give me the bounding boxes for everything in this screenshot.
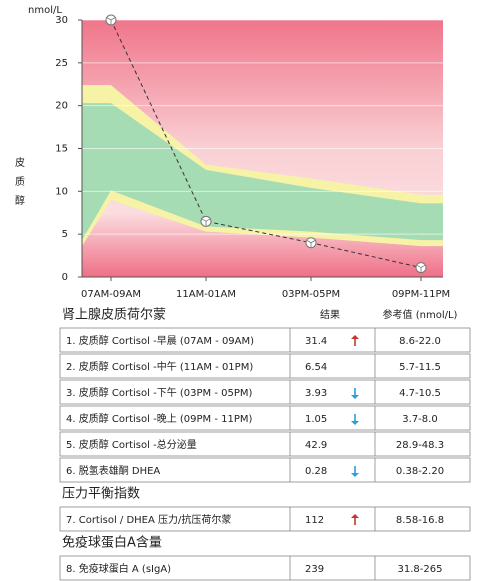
y-tick-label: 20 bbox=[55, 101, 68, 112]
test-result: 42.9 bbox=[305, 440, 327, 451]
test-result: 3.93 bbox=[305, 388, 327, 399]
unit: nmol/L bbox=[28, 5, 62, 16]
reference-range: 5.7-11.5 bbox=[399, 362, 441, 373]
point-glyph bbox=[110, 17, 116, 21]
y-axis-label: 皮质醇 bbox=[15, 156, 25, 207]
point-glyph bbox=[420, 264, 426, 268]
x-tick-label: 11AM-01AM bbox=[176, 289, 236, 300]
test-name: 2. 皮质醇 Cortisol -中午 (11AM - 01PM) bbox=[66, 360, 253, 373]
reference-range: 0.38-2.20 bbox=[396, 466, 444, 477]
reference-band bbox=[82, 103, 443, 241]
test-name: 1. 皮质醇 Cortisol -早晨 (07AM - 09AM) bbox=[66, 334, 254, 347]
point-glyph bbox=[310, 239, 316, 244]
test-name: 5. 皮质醇 Cortisol -总分泌量 bbox=[66, 438, 197, 451]
y-tick-label: 0 bbox=[62, 272, 68, 283]
y-tick-label: 15 bbox=[55, 144, 68, 155]
point-glyph bbox=[416, 264, 422, 268]
status-arrow-head bbox=[351, 395, 359, 399]
section-title: 免疫球蛋白A含量 bbox=[62, 535, 162, 551]
reference-range: 28.9-48.3 bbox=[396, 440, 444, 451]
y-tick-label: 25 bbox=[55, 58, 68, 69]
test-name: 4. 皮质醇 Cortisol -晚上 (09PM - 11PM) bbox=[66, 412, 253, 425]
test-name: 8. 免疫球蛋白 A (sIgA) bbox=[66, 562, 171, 575]
status-arrow-head bbox=[351, 335, 359, 339]
test-name: 3. 皮质醇 Cortisol -下午 (03PM - 05PM) bbox=[66, 386, 253, 399]
reference-range: 3.7-8.0 bbox=[402, 414, 437, 425]
reference-range: 8.58-16.8 bbox=[396, 515, 444, 526]
x-tick-label: 03PM-05PM bbox=[282, 289, 340, 300]
table-row bbox=[59, 353, 471, 379]
x-tick-label: 07AM-09AM bbox=[81, 289, 141, 300]
cortisol-line bbox=[110, 19, 422, 269]
test-result: 112 bbox=[305, 515, 324, 526]
table-row bbox=[59, 379, 471, 405]
table-row bbox=[59, 405, 471, 431]
status-arrow-head bbox=[351, 514, 359, 518]
column-header: 参考值 (nmol/L) bbox=[383, 308, 458, 321]
reference-range: 8.6-22.0 bbox=[399, 336, 441, 347]
table-row bbox=[59, 457, 471, 483]
y-tick-label: 30 bbox=[55, 15, 68, 26]
test-result: 6.54 bbox=[305, 362, 327, 373]
reference-range: 31.8-265 bbox=[398, 564, 443, 575]
y-tick-label: 5 bbox=[62, 229, 68, 240]
point-glyph bbox=[205, 218, 211, 222]
status-arrow-head bbox=[351, 473, 359, 477]
y-tick-label: 10 bbox=[55, 186, 68, 197]
table-row bbox=[59, 327, 471, 353]
point-glyph bbox=[106, 17, 112, 21]
test-name: 7. Cortisol / DHEA 压力/抗压荷尔蒙 bbox=[66, 513, 231, 526]
table-row bbox=[59, 431, 471, 457]
reference-range: 4.7-10.5 bbox=[399, 388, 441, 399]
test-name: 6. 脱氢表雄酮 DHEA bbox=[66, 464, 160, 477]
point-glyph bbox=[201, 218, 207, 222]
test-result: 0.28 bbox=[305, 466, 327, 477]
test-result: 1.05 bbox=[305, 414, 327, 425]
section-title: 压力平衡指数 bbox=[62, 487, 140, 502]
section-title: 肾上腺皮质荷尔蒙 bbox=[62, 308, 166, 323]
x-tick-label: 09PM-11PM bbox=[392, 289, 450, 300]
column-header: 结果 bbox=[320, 308, 340, 321]
test-result: 239 bbox=[305, 564, 324, 575]
table-row bbox=[59, 555, 471, 581]
table-row bbox=[59, 506, 471, 532]
point-glyph bbox=[306, 239, 312, 244]
test-result: 31.4 bbox=[305, 336, 327, 347]
status-arrow-head bbox=[351, 421, 359, 425]
